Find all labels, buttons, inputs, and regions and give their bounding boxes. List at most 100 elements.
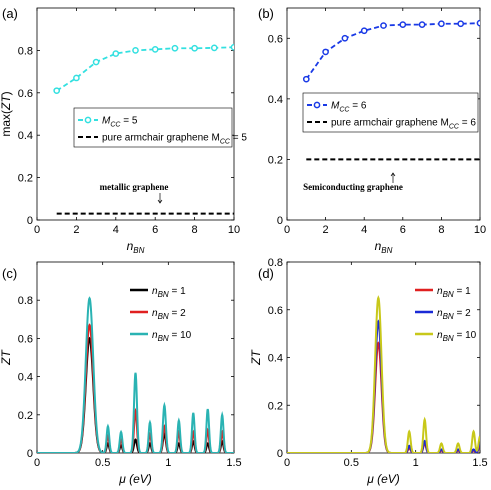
y-tick-label: 0	[27, 448, 33, 460]
x-tick-label: 4	[361, 224, 367, 236]
series-0	[37, 336, 234, 453]
legend-entry: MCC = 5	[102, 116, 138, 129]
data-point	[438, 20, 445, 28]
y-axis-label: ZT	[249, 349, 263, 366]
legend-entry: nBN = 10	[152, 330, 192, 343]
legend-entry: nBN = 2	[437, 308, 471, 321]
y-axis-label: ZT	[0, 349, 13, 366]
y-tick-label: 0.6	[18, 88, 33, 100]
data-point	[457, 20, 465, 28]
y-tick-label: 0	[277, 448, 283, 460]
x-tick-label: 2	[73, 224, 79, 236]
series-2	[287, 295, 480, 453]
x-tick-label: 10	[474, 224, 486, 236]
data-point	[230, 43, 234, 51]
x-tick-label: 0	[284, 457, 290, 469]
data-point	[73, 74, 80, 82]
y-tick-label: 0.4	[18, 372, 33, 384]
data-point	[53, 87, 61, 95]
plot-frame	[36, 261, 235, 454]
y-tick-label: 0.4	[268, 353, 283, 365]
plot-area	[287, 295, 480, 453]
y-tick-label: 0.4	[18, 130, 33, 142]
data-point	[151, 45, 159, 53]
legend-entry: pure armchair graphene MCC = 6	[331, 118, 476, 131]
x-axis-label: μ (eV)	[366, 472, 400, 486]
plot-frame	[286, 7, 481, 221]
x-tick-label: 1	[165, 457, 171, 469]
x-tick-label: 8	[192, 224, 198, 236]
legend: nBN = 1 nBN = 2 nBN = 10	[415, 286, 477, 343]
data-point	[380, 22, 387, 29]
x-axis-label: μ (eV)	[118, 472, 152, 486]
x-tick-label: 10	[228, 224, 240, 236]
panel-b: (b) 0 2 4 6 8 10 0 0.2 0.4 0.6 nBN MCC = 6 pure armch…	[258, 6, 486, 255]
x-tick-label: 0	[34, 457, 40, 469]
x-tick-label: 8	[438, 224, 444, 236]
series-line	[305, 22, 480, 80]
panel-label: (a)	[2, 6, 18, 21]
y-tick-label: 0.8	[18, 45, 33, 57]
x-tick-label: 6	[400, 224, 406, 236]
y-tick-label: 0.8	[268, 257, 283, 269]
data-point	[92, 58, 100, 66]
data-point	[399, 21, 407, 29]
annotation-arrowhead	[390, 172, 396, 177]
series-line	[56, 46, 234, 92]
data-point	[341, 34, 349, 42]
panel-a: (a) 0 2 4 6 8 10 0 0.2 0.4 0.6 0.8 nBN max(ZT) MCC = 5…	[0, 6, 247, 255]
data-point	[302, 75, 310, 83]
y-tick-label: 0	[277, 215, 283, 227]
data-point	[322, 48, 329, 56]
panel-label: (c)	[2, 266, 17, 281]
x-tick-label: 0	[34, 224, 40, 236]
series-line	[37, 336, 234, 453]
data-point	[418, 21, 426, 29]
y-tick-label: 0.2	[268, 154, 283, 166]
plot-area	[53, 43, 234, 215]
panel-label: (b)	[258, 6, 274, 21]
plot-frame	[36, 7, 235, 221]
x-tick-label: 0.5	[95, 457, 110, 469]
x-tick-label: 2	[323, 224, 329, 236]
series-0	[53, 43, 234, 95]
x-tick-label: 4	[113, 224, 119, 236]
x-tick-label: 0	[284, 224, 290, 236]
panel-d: (d) 0 0.5 1 1.5 0 0.2 0.4 0.6 0.8 μ (eV) ZT nBN = 1 n…	[249, 257, 488, 486]
y-tick-label: 0.8	[18, 295, 33, 307]
legend-box	[302, 92, 479, 133]
legend: nBN = 1 nBN = 2 nBN = 10	[130, 286, 192, 343]
y-tick-label: 0.2	[18, 410, 33, 422]
data-point	[112, 50, 120, 57]
legend: MCC = 5 pure armchair graphene MCC = 5	[73, 107, 247, 148]
plot-area	[302, 19, 480, 161]
legend-marker	[313, 101, 321, 109]
data-point	[210, 44, 218, 52]
series-line	[37, 323, 234, 453]
x-tick-label: 1.5	[226, 457, 241, 469]
y-tick-label: 0.6	[18, 333, 33, 345]
x-tick-label: 1	[413, 457, 419, 469]
x-tick-label: 0.5	[344, 457, 359, 469]
y-tick-label: 0.6	[268, 33, 283, 45]
y-tick-label: 0.2	[18, 173, 33, 185]
y-tick-label: 0	[27, 215, 33, 227]
x-tick-label: 1.5	[472, 457, 487, 469]
data-point	[171, 44, 179, 52]
x-tick-label: 6	[152, 224, 158, 236]
y-tick-label: 0.2	[268, 400, 283, 412]
y-tick-label: 0.6	[268, 305, 283, 317]
legend-entry: MCC = 6	[331, 101, 367, 114]
series-line	[287, 295, 480, 453]
annotation: Semiconducting graphene	[303, 182, 403, 192]
legend-entry: pure armchair graphene MCC = 5	[102, 133, 247, 146]
legend-entry: nBN = 2	[152, 308, 186, 321]
panel-label: (d)	[258, 266, 274, 281]
y-axis-label: max(ZT)	[0, 91, 13, 136]
x-axis-label: nBN	[127, 239, 145, 255]
annotation-arrowhead	[157, 199, 163, 204]
series-line	[37, 296, 234, 453]
legend-entry: nBN = 1	[437, 286, 471, 299]
legend-box	[73, 107, 233, 148]
